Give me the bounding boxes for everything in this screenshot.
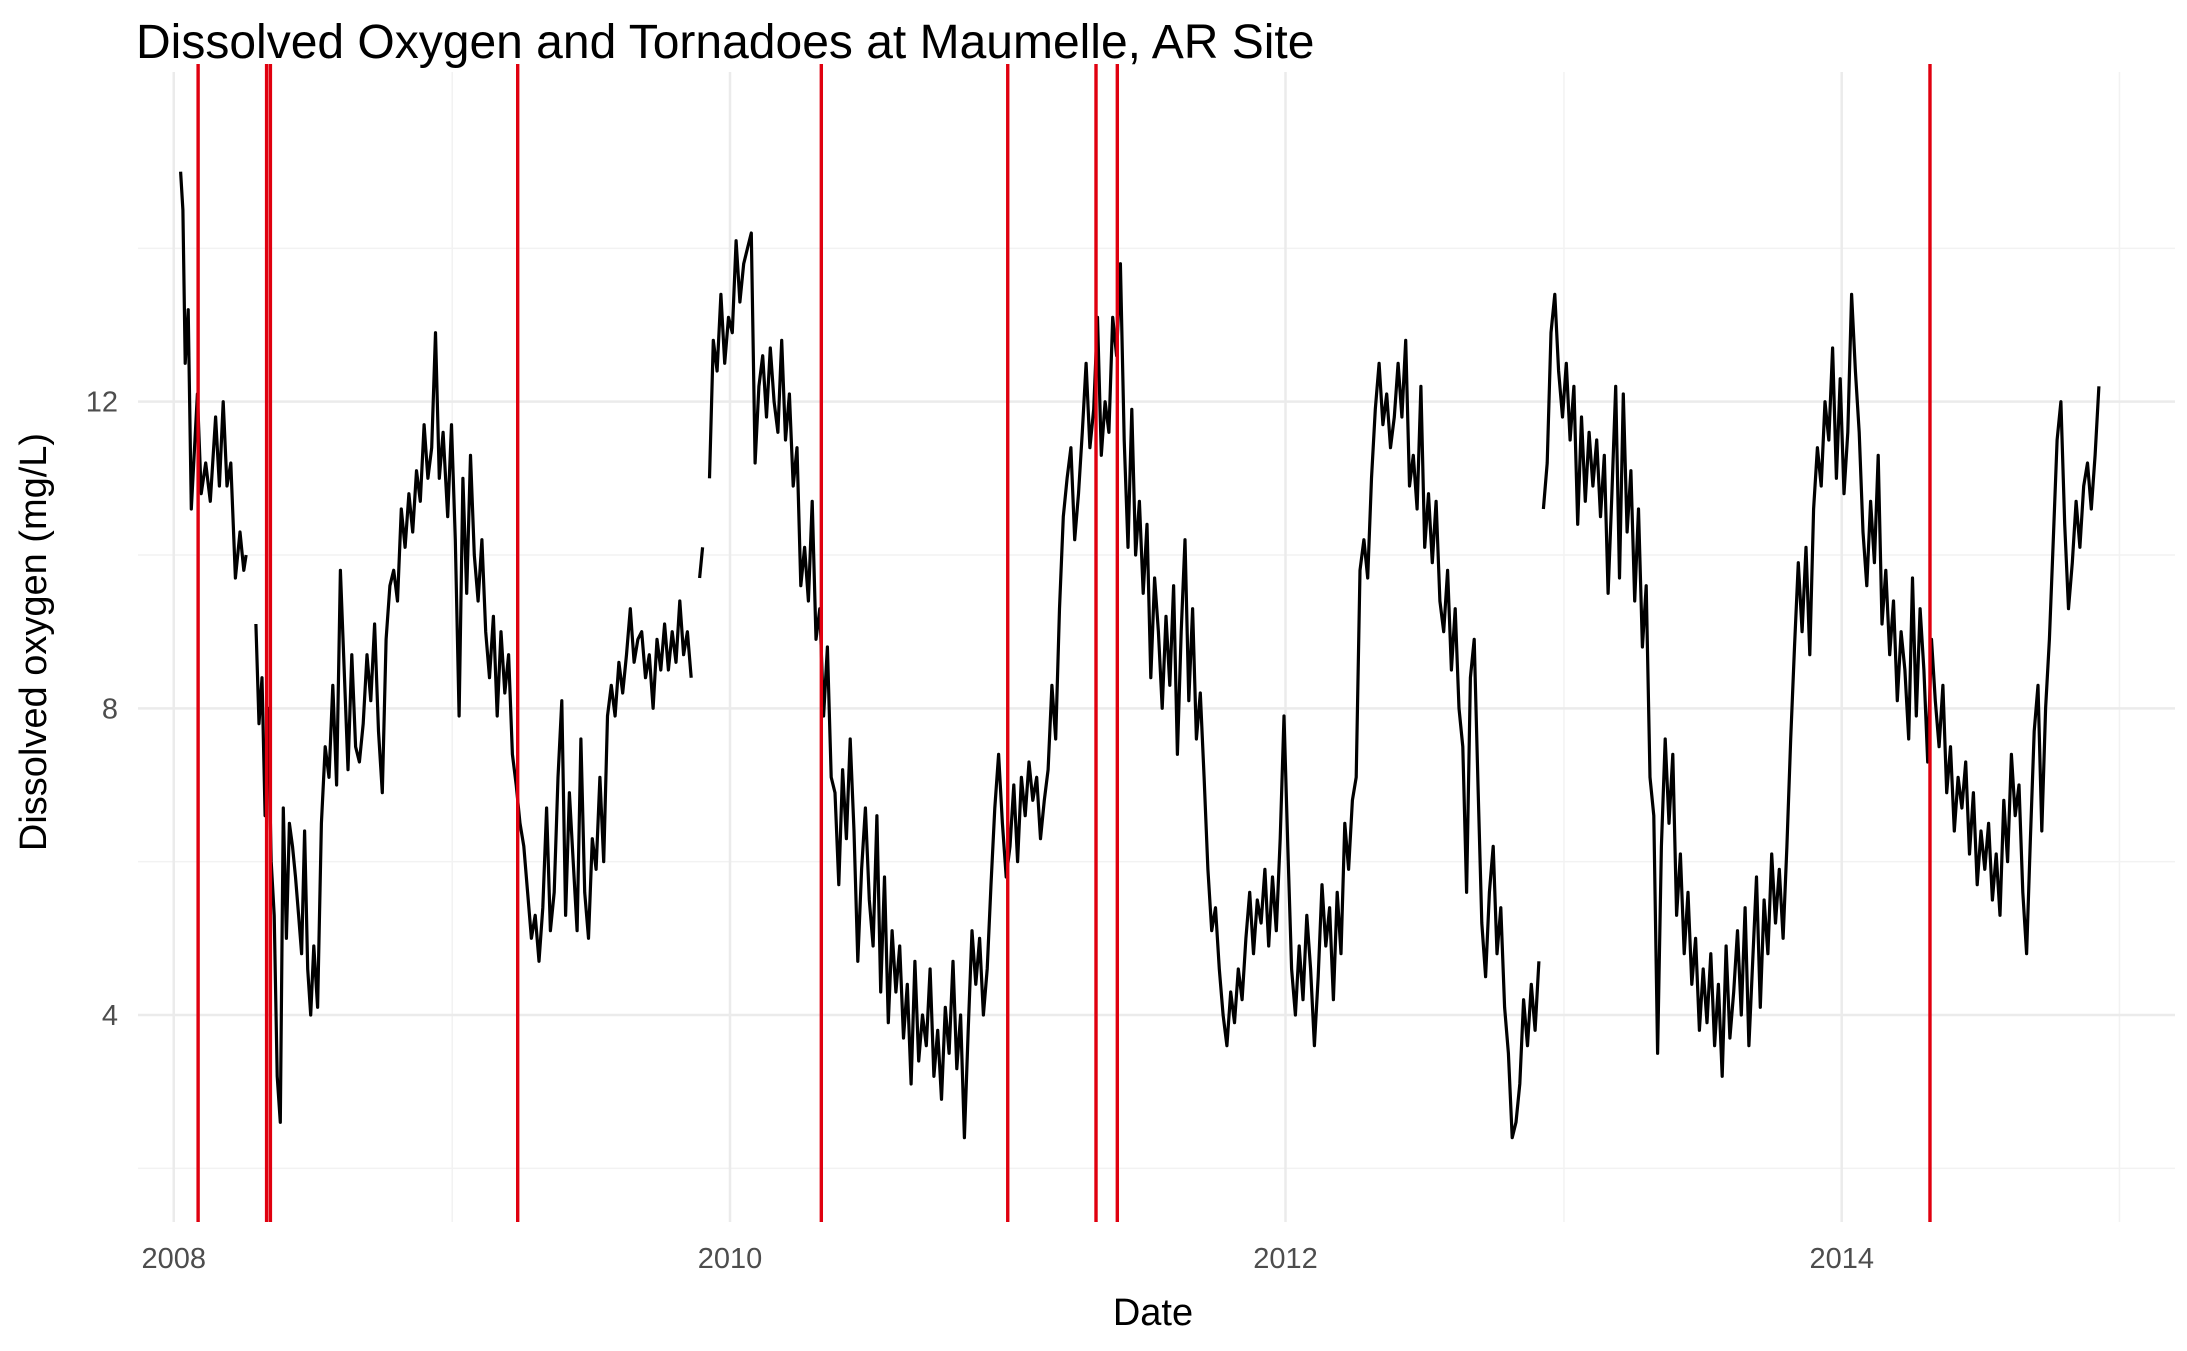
chart-title: Dissolved Oxygen and Tornadoes at Maumel… <box>136 16 1314 69</box>
y-tick-label: 8 <box>102 693 118 725</box>
series-line-segment <box>707 231 1541 1140</box>
tornado-lines <box>196 64 1932 1222</box>
y-axis-title: Dissolved oxygen (mg/L) <box>13 433 55 851</box>
x-axis-title: Date <box>1113 1292 1193 1334</box>
dissolved-oxygen-series <box>179 171 2101 1140</box>
x-tick-label: 2010 <box>698 1243 763 1275</box>
series-line-segment <box>179 171 248 580</box>
major-gridlines-y <box>138 400 2175 1017</box>
series-line-segment <box>698 547 705 579</box>
x-axis-tick-labels: 2008 2010 2012 2014 <box>142 1243 1874 1275</box>
y-tick-label: 12 <box>86 387 118 419</box>
x-tick-label: 2008 <box>142 1243 207 1275</box>
x-tick-label: 2012 <box>1253 1243 1318 1275</box>
series-line-segment <box>254 331 693 1124</box>
y-axis-tick-labels: 4 8 12 <box>86 387 118 1032</box>
y-tick-label: 4 <box>102 1000 118 1032</box>
plot-panel <box>138 64 2175 1222</box>
minor-gridlines-y <box>138 247 2175 1170</box>
x-tick-label: 2014 <box>1809 1243 1874 1275</box>
series-line-segment <box>1541 292 2101 1078</box>
major-gridlines-x <box>172 72 1843 1222</box>
